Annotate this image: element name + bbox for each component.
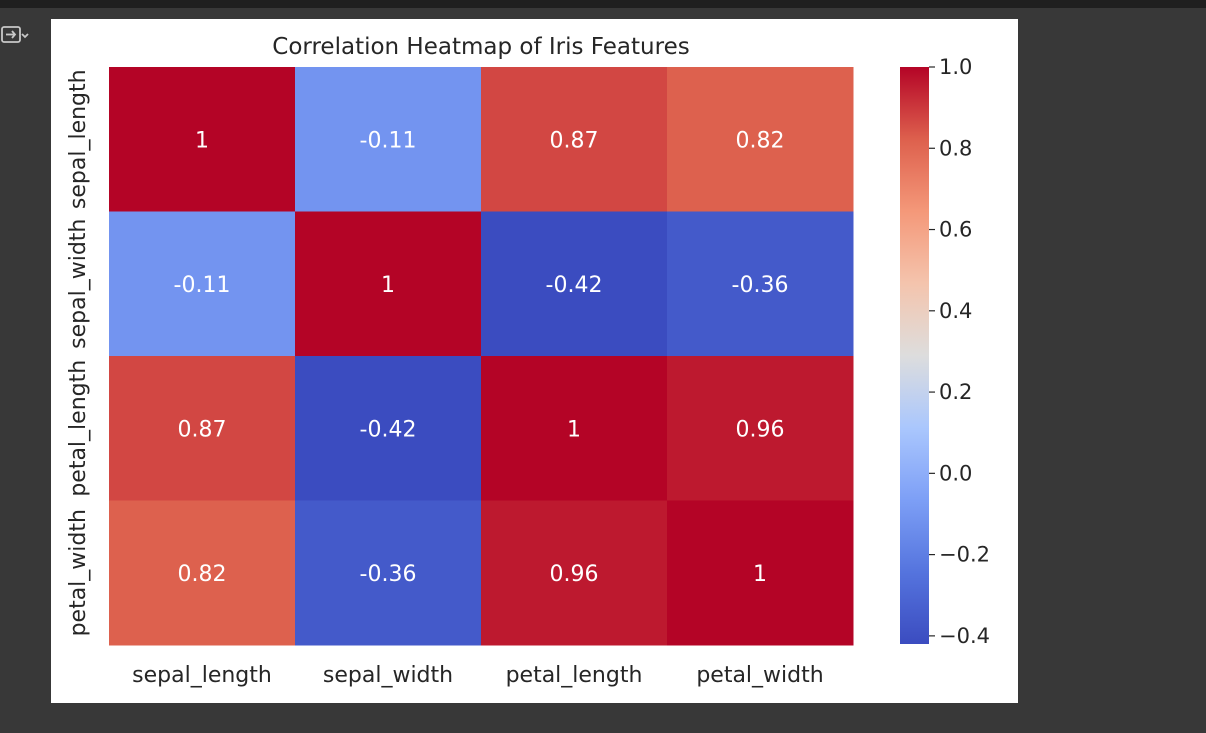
heatmap-cell (109, 500, 296, 646)
heatmap-cell (109, 211, 296, 357)
heatmap-cell (295, 211, 482, 357)
heatmap-chart: Correlation Heatmap of Iris Features 1 -0… (66, 34, 990, 688)
heatmap-cell (667, 211, 854, 357)
colorbar-ticks: 1.0 0.8 0.6 0.4 0.2 0.0 −0.2 −0.4 (929, 55, 990, 648)
colorbar-tick-label: 0.8 (939, 136, 972, 160)
heatmap-cells: 1 -0.11 0.87 0.82 -0.11 1 -0.42 -0.36 0.87 -0.42 1… (109, 67, 854, 646)
cell-value-label: 0.96 (736, 417, 785, 442)
heatmap-cell (295, 356, 482, 501)
heatmap-cell (295, 67, 482, 212)
heatmap-cell (295, 500, 482, 646)
heatmap-cell (481, 356, 668, 501)
heatmap-cell (481, 67, 668, 212)
colorbar-tick-label: −0.2 (939, 543, 990, 567)
colorbar-tick-label: 1.0 (939, 55, 972, 79)
cell-value-label: 0.87 (550, 128, 599, 153)
heatmap-cell (481, 211, 668, 357)
x-tick-label: petal_width (696, 663, 823, 688)
heatmap-cell (109, 67, 296, 212)
cell-value-label: -0.11 (360, 128, 417, 153)
heatmap-cell (667, 67, 854, 212)
heatmap-cell (481, 500, 668, 646)
cell-value-label: 0.82 (736, 128, 785, 153)
colorbar-tick-label: 0.0 (939, 461, 972, 485)
x-tick-label: sepal_width (323, 663, 453, 688)
cell-value-label: -0.36 (360, 562, 417, 587)
output-expand-icon[interactable] (0, 22, 34, 48)
top-bar (0, 0, 1206, 8)
y-axis-ticks: sepal_length sepal_width petal_lengthpetal… (66, 69, 91, 636)
heatmap-cell (667, 500, 854, 646)
chart-title: Correlation Heatmap of Iris Features (272, 34, 689, 60)
y-tick-label: sepal_width (66, 219, 91, 349)
cell-value-label: 0.96 (550, 562, 599, 587)
colorbar-tick-label: 0.6 (939, 218, 972, 242)
x-tick-label: sepal_length (132, 663, 272, 688)
heatmap-cell (667, 356, 854, 501)
heatmap-figure: Correlation Heatmap of Iris Features 1 -0… (51, 19, 1018, 703)
cell-value-label: -0.42 (546, 273, 603, 298)
cell-value-label: -0.36 (732, 273, 789, 298)
colorbar-tick-label: −0.4 (939, 624, 990, 648)
x-tick-label: petal_length (506, 663, 643, 688)
y-tick-label: petal_width (66, 509, 91, 636)
cell-value-label: -0.11 (174, 273, 231, 298)
cell-value-label: 0.87 (178, 417, 227, 442)
y-tick-label: sepal_length (66, 69, 91, 209)
colorbar-tick-label: 0.4 (939, 299, 972, 323)
cell-value-label: 1 (753, 562, 767, 587)
y-tick-label: petal_length (66, 360, 91, 497)
cell-value-label: -0.42 (360, 417, 417, 442)
colorbar (900, 67, 929, 644)
x-axis-ticks: sepal_length sepal_width petal_length petal… (132, 663, 824, 688)
cell-value-label: 1 (381, 273, 395, 298)
cell-value-label: 1 (567, 417, 581, 442)
cell-value-label: 1 (195, 128, 209, 153)
colorbar-tick-label: 0.2 (939, 380, 972, 404)
cell-value-label: 0.82 (178, 562, 227, 587)
heatmap-cell (109, 356, 296, 501)
